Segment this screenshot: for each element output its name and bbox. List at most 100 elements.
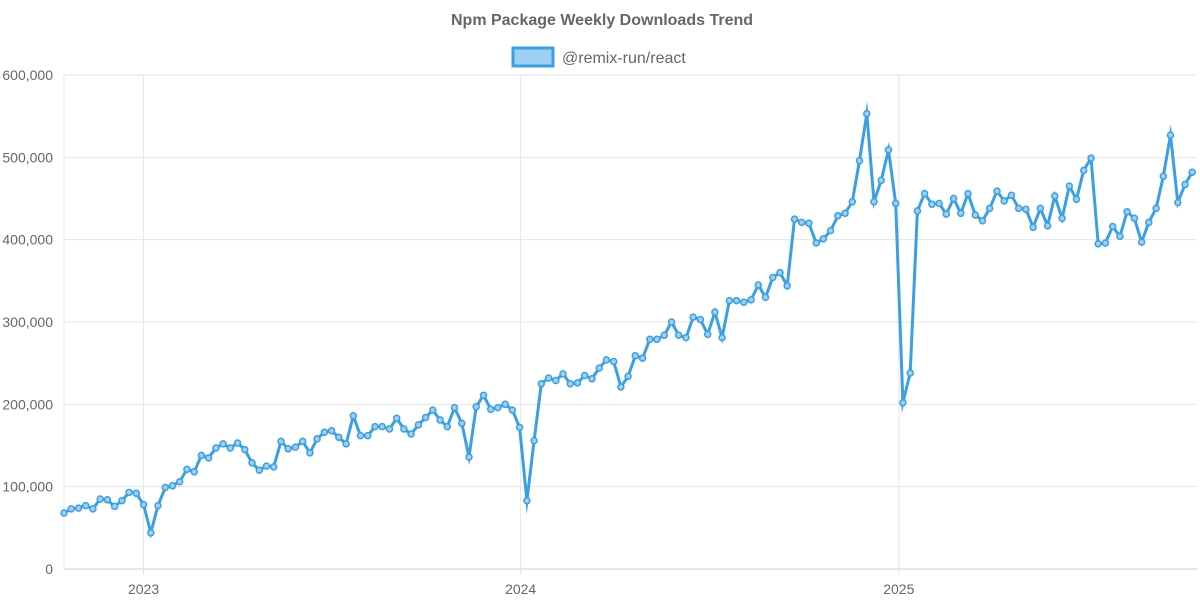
- data-point[interactable]: [747, 296, 755, 304]
- data-point[interactable]: [60, 509, 68, 517]
- data-point[interactable]: [580, 371, 589, 380]
- data-point[interactable]: [1181, 180, 1189, 189]
- data-point[interactable]: [725, 296, 734, 305]
- data-point[interactable]: [877, 176, 885, 185]
- data-point[interactable]: [1116, 232, 1124, 241]
- data-point[interactable]: [667, 318, 676, 326]
- data-point[interactable]: [233, 439, 242, 447]
- data-point[interactable]: [204, 454, 213, 462]
- data-point[interactable]: [624, 372, 632, 381]
- data-point[interactable]: [450, 403, 459, 412]
- data-point[interactable]: [696, 315, 705, 324]
- data-point[interactable]: [566, 380, 575, 388]
- data-point[interactable]: [703, 330, 712, 339]
- data-point[interactable]: [660, 331, 669, 339]
- data-point[interactable]: [711, 308, 719, 316]
- legend[interactable]: @remix-run/react: [511, 46, 686, 68]
- data-point[interactable]: [841, 209, 849, 218]
- data-point[interactable]: [899, 398, 907, 407]
- data-point[interactable]: [407, 430, 415, 438]
- data-point[interactable]: [335, 433, 343, 442]
- data-point[interactable]: [1051, 192, 1059, 200]
- data-point[interactable]: [1065, 182, 1074, 190]
- data-point[interactable]: [103, 496, 112, 504]
- data-point[interactable]: [1101, 239, 1110, 247]
- data-point[interactable]: [1123, 207, 1131, 216]
- data-point[interactable]: [732, 296, 741, 305]
- data-point[interactable]: [1152, 204, 1160, 213]
- data-point[interactable]: [226, 444, 235, 452]
- data-point[interactable]: [740, 298, 748, 306]
- data-point[interactable]: [248, 459, 256, 467]
- data-point[interactable]: [472, 403, 480, 411]
- data-point[interactable]: [957, 209, 965, 218]
- data-point[interactable]: [458, 419, 466, 428]
- data-point[interactable]: [776, 268, 784, 277]
- data-point[interactable]: [1137, 238, 1146, 246]
- data-point[interactable]: [617, 383, 625, 391]
- data-point[interactable]: [421, 413, 430, 422]
- data-point[interactable]: [313, 435, 321, 443]
- data-point[interactable]: [110, 502, 119, 511]
- data-point[interactable]: [674, 331, 683, 339]
- data-point[interactable]: [118, 496, 126, 505]
- data-point[interactable]: [1108, 222, 1117, 231]
- data-point[interactable]: [298, 437, 307, 446]
- data-point[interactable]: [1000, 197, 1008, 205]
- data-point[interactable]: [132, 489, 141, 498]
- data-point[interactable]: [537, 380, 546, 388]
- data-point[interactable]: [631, 352, 640, 360]
- data-point[interactable]: [819, 235, 828, 243]
- data-point[interactable]: [602, 356, 611, 364]
- data-point[interactable]: [125, 488, 133, 497]
- data-point[interactable]: [241, 445, 249, 454]
- data-point[interactable]: [588, 375, 596, 383]
- data-point[interactable]: [523, 496, 531, 505]
- data-point[interactable]: [1036, 204, 1045, 213]
- data-point[interactable]: [993, 187, 1001, 195]
- data-point[interactable]: [197, 451, 206, 460]
- data-point[interactable]: [573, 379, 582, 387]
- data-point[interactable]: [168, 482, 177, 490]
- data-point[interactable]: [378, 422, 386, 431]
- data-point[interactable]: [891, 199, 900, 208]
- data-point[interactable]: [349, 412, 358, 420]
- data-point[interactable]: [147, 529, 155, 537]
- data-point[interactable]: [826, 226, 835, 235]
- data-point[interactable]: [139, 501, 148, 509]
- data-point[interactable]: [638, 354, 647, 362]
- data-point[interactable]: [855, 156, 864, 165]
- data-point[interactable]: [653, 335, 661, 344]
- data-point[interactable]: [928, 200, 936, 209]
- data-point[interactable]: [479, 391, 488, 400]
- data-point[interactable]: [985, 204, 994, 213]
- data-point[interactable]: [884, 146, 893, 154]
- data-point[interactable]: [1174, 198, 1182, 207]
- data-point[interactable]: [392, 414, 401, 423]
- data-point[interactable]: [935, 199, 943, 208]
- data-point[interactable]: [812, 239, 820, 247]
- data-point[interactable]: [797, 218, 806, 227]
- data-point[interactable]: [1079, 166, 1088, 175]
- data-point[interactable]: [356, 431, 365, 440]
- data-point[interactable]: [81, 501, 90, 510]
- data-point[interactable]: [414, 421, 423, 429]
- data-point[interactable]: [284, 445, 292, 453]
- data-point[interactable]: [371, 422, 379, 431]
- data-point[interactable]: [429, 406, 437, 414]
- data-point[interactable]: [277, 437, 285, 446]
- data-point[interactable]: [327, 426, 336, 435]
- data-point[interactable]: [544, 374, 553, 382]
- data-point[interactable]: [754, 281, 763, 289]
- data-point[interactable]: [190, 468, 198, 476]
- data-point[interactable]: [255, 466, 264, 474]
- data-point[interactable]: [964, 189, 972, 198]
- data-point[interactable]: [1094, 240, 1102, 248]
- data-point[interactable]: [1022, 205, 1030, 213]
- data-point[interactable]: [906, 369, 914, 377]
- data-point[interactable]: [212, 444, 220, 452]
- data-point[interactable]: [609, 357, 618, 366]
- data-point[interactable]: [559, 370, 567, 378]
- data-point[interactable]: [689, 313, 697, 321]
- data-point[interactable]: [682, 333, 690, 342]
